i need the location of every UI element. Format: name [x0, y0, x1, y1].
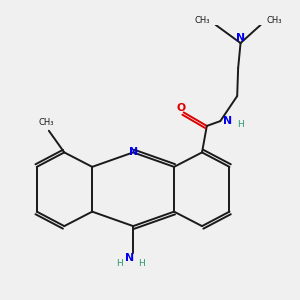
Text: CH₃: CH₃ [39, 118, 54, 127]
Text: N: N [125, 254, 134, 263]
Text: CH₃: CH₃ [266, 16, 282, 26]
Text: H: H [116, 259, 123, 268]
Text: O: O [176, 103, 185, 112]
Text: H: H [138, 259, 145, 268]
Text: N: N [236, 33, 245, 43]
Text: CH₃: CH₃ [194, 16, 210, 26]
Text: H: H [237, 121, 244, 130]
Text: N: N [129, 147, 138, 158]
Text: N: N [224, 116, 232, 126]
